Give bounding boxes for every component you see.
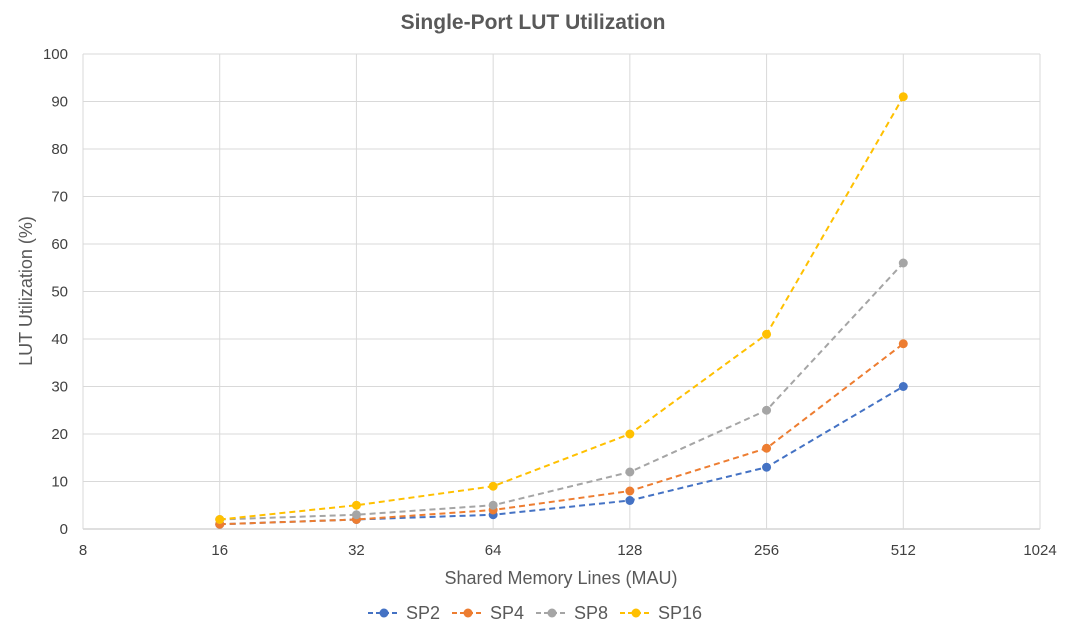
data-point-sp4: [898, 339, 908, 349]
data-point-sp16: [351, 500, 361, 510]
data-point-sp16: [625, 429, 635, 439]
data-point-sp2: [625, 496, 635, 505]
legend: SP2 SP4 SP8 SP16: [368, 603, 702, 623]
series-group: [215, 92, 908, 529]
x-tick-label: 128: [617, 542, 642, 559]
legend-swatch-marker: [631, 608, 641, 618]
y-tick-label: 80: [51, 141, 68, 158]
y-tick-label: 60: [51, 236, 68, 253]
data-point-sp8: [351, 510, 361, 520]
data-point-sp16: [762, 329, 772, 339]
series-line-sp16: [219, 96, 905, 521]
series-sp16: [215, 92, 908, 524]
data-point-sp8: [488, 500, 498, 510]
legend-label: SP16: [658, 603, 702, 623]
x-tick-label: 256: [754, 542, 779, 559]
legend-label: SP8: [574, 603, 608, 623]
x-tick-label: 512: [891, 542, 916, 559]
legend-item-sp2: SP2: [368, 603, 440, 623]
x-tick-label: 16: [211, 542, 228, 559]
y-tick-label: 10: [51, 474, 68, 491]
y-tick-label: 100: [43, 46, 68, 63]
series-line-sp8: [219, 262, 905, 521]
data-point-sp16: [488, 481, 498, 491]
legend-item-sp16: SP16: [620, 603, 702, 623]
x-axis-title: Shared Memory Lines (MAU): [444, 568, 677, 588]
series-line-sp4: [219, 342, 904, 526]
legend-item-sp8: SP8: [536, 603, 608, 623]
data-point-sp8: [762, 405, 772, 415]
legend-item-sp4: SP4: [452, 603, 524, 623]
y-axis-ticks: 0 10 20 30 40 50 60 70 80 90 100: [43, 46, 68, 538]
legend-swatch-marker: [547, 608, 557, 618]
y-tick-label: 20: [51, 426, 68, 443]
y-axis-title: LUT Utilization (%): [16, 216, 36, 366]
x-tick-label: 64: [485, 542, 502, 559]
y-tick-label: 0: [60, 521, 68, 538]
series-sp8: [215, 258, 908, 524]
x-tick-label: 32: [348, 542, 365, 559]
data-point-sp8: [625, 467, 635, 477]
chart-title: Single-Port LUT Utilization: [401, 11, 666, 34]
y-tick-label: 50: [51, 284, 68, 301]
y-tick-label: 70: [51, 189, 68, 206]
legend-label: SP4: [490, 603, 524, 623]
legend-swatch-marker: [379, 608, 389, 618]
series-line-sp2: [219, 385, 904, 526]
data-point-sp16: [898, 92, 908, 102]
legend-label: SP2: [406, 603, 440, 623]
data-point-sp16: [215, 515, 225, 524]
series-sp2: [215, 382, 908, 529]
y-tick-label: 40: [51, 331, 68, 348]
data-point-sp8: [898, 258, 908, 268]
data-point-sp4: [762, 443, 772, 453]
data-point-sp4: [625, 486, 635, 496]
y-tick-label: 90: [51, 94, 68, 111]
data-point-sp2: [762, 462, 772, 472]
x-axis-ticks: 8 16 32 64 128 256 512 1024: [79, 542, 1057, 559]
y-tick-label: 30: [51, 379, 68, 396]
grid: [82, 53, 1041, 530]
data-point-sp2: [898, 382, 908, 391]
legend-swatch-marker: [463, 608, 473, 618]
x-tick-label: 1024: [1023, 542, 1056, 559]
x-tick-label: 8: [79, 542, 87, 559]
